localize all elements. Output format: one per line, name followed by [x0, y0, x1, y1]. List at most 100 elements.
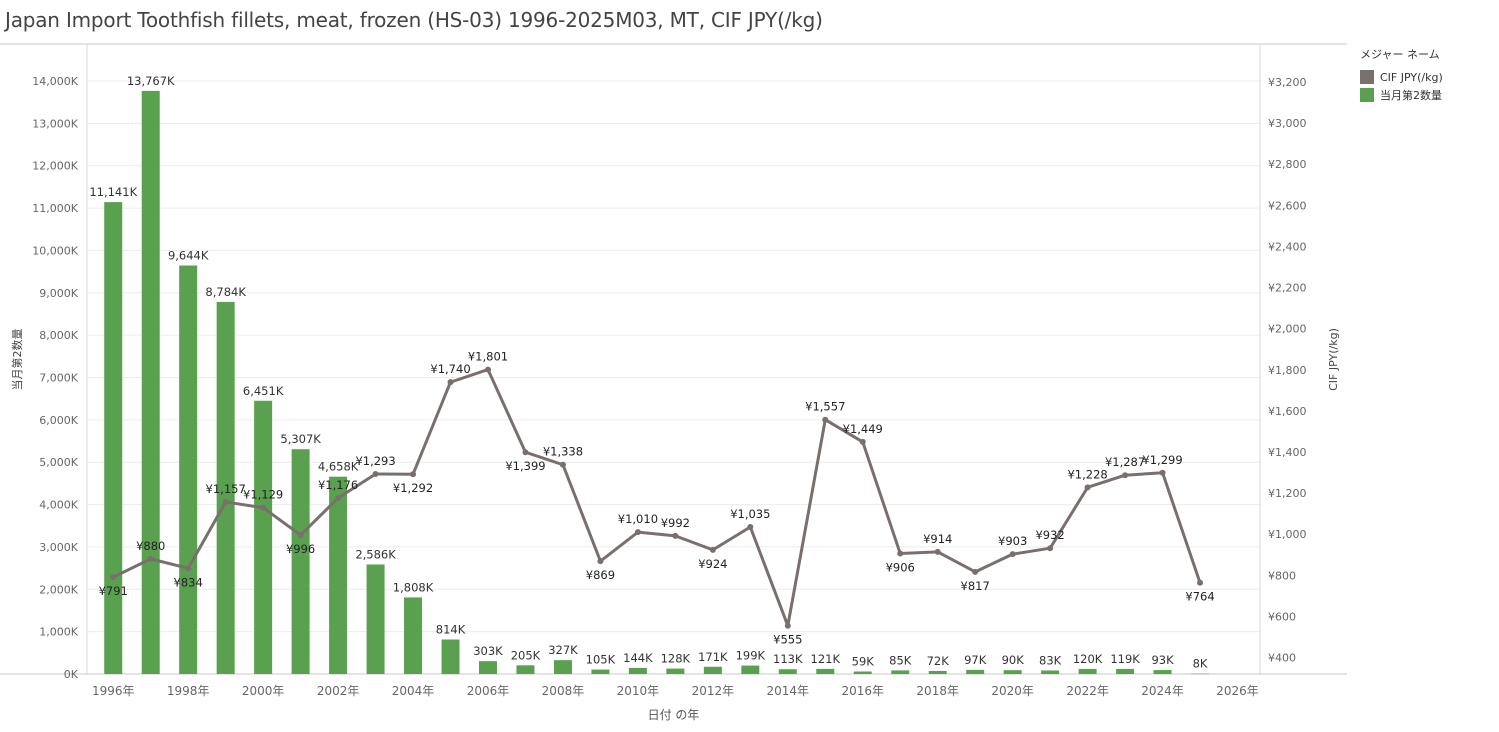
bar-value-label: 90K	[1002, 653, 1025, 667]
bar-value-label: 171K	[698, 650, 728, 664]
price-value-label: ¥996	[286, 542, 315, 556]
price-value-label: ¥914	[923, 532, 952, 546]
price-value-label: ¥869	[586, 568, 615, 582]
x-tick-label: 2018年	[916, 684, 959, 698]
bar-value-label: 83K	[1039, 653, 1062, 667]
x-tick-label: 2026年	[1216, 684, 1259, 698]
y-right-tick-label: ¥2,200	[1268, 282, 1307, 295]
bar	[516, 665, 535, 674]
price-point	[597, 558, 604, 565]
x-axis-title: 日付 の年	[648, 708, 700, 722]
y-left-axis-title: 当月第2数量	[10, 329, 24, 391]
price-value-label: ¥903	[998, 534, 1027, 548]
price-point	[1047, 545, 1054, 552]
price-point	[672, 532, 679, 539]
price-point	[522, 449, 529, 456]
price-value-label: ¥1,176	[318, 478, 358, 492]
bar	[179, 265, 198, 674]
bar-value-label: 120K	[1073, 652, 1103, 666]
bar	[591, 669, 610, 674]
y-left-tick-label: 10,000K	[32, 244, 78, 257]
bar-value-label: 13,767K	[127, 74, 175, 88]
price-point	[410, 471, 417, 478]
gridlines	[87, 80, 1260, 633]
price-value-label: ¥1,010	[618, 512, 658, 526]
price-point	[1197, 579, 1204, 586]
price-value-label: ¥1,449	[843, 422, 883, 436]
price-point	[110, 574, 117, 581]
bar	[216, 301, 235, 674]
price-point	[859, 438, 866, 445]
price-point	[897, 550, 904, 557]
y-right-tick-label: ¥400	[1268, 652, 1296, 665]
y-right-tick-label: ¥1,200	[1268, 487, 1307, 500]
bar-value-label: 105K	[586, 653, 616, 667]
bar-value-label: 199K	[736, 649, 766, 663]
y-right-tick-label: ¥1,000	[1268, 528, 1307, 541]
legend-swatch-quantity	[1360, 88, 1374, 102]
price-value-label: ¥834	[174, 575, 203, 589]
y-left-tick-label: 0K	[64, 668, 79, 681]
bar	[928, 670, 947, 674]
bar	[478, 661, 497, 674]
price-point	[709, 546, 716, 553]
price-point	[747, 524, 754, 531]
x-tick-label: 1996年	[92, 684, 135, 698]
x-tick-label: 2014年	[767, 684, 810, 698]
bar	[1191, 673, 1210, 675]
bar	[628, 667, 647, 674]
price-value-label: ¥906	[886, 561, 915, 575]
legend-item-quantity[interactable]: 当月第2数量	[1360, 86, 1443, 104]
chart-title: Japan Import Toothfish fillets, meat, fr…	[5, 8, 823, 32]
x-tick-label: 2010年	[617, 684, 660, 698]
x-tick-label: 2024年	[1141, 684, 1184, 698]
price-value-label: ¥1,287	[1105, 455, 1145, 469]
legend-item-cif-price[interactable]: CIF JPY(/kg)	[1360, 68, 1443, 86]
x-tick-label: 2012年	[692, 684, 735, 698]
bar	[778, 669, 797, 674]
bar	[141, 90, 160, 674]
y-right-tick-label: ¥600	[1268, 610, 1296, 623]
price-value-label: ¥924	[698, 557, 727, 571]
y-left-tick-label: 6,000K	[39, 414, 78, 427]
bar	[1078, 668, 1097, 674]
price-point	[372, 470, 379, 477]
bar	[366, 564, 385, 674]
bar	[966, 669, 985, 674]
price-point	[484, 366, 491, 373]
line-series	[110, 366, 1204, 629]
y-left-tick-label: 4,000K	[39, 499, 78, 512]
y-left-tick-label: 8,000K	[39, 329, 78, 342]
y-right-tick-label: ¥3,200	[1268, 76, 1307, 89]
y-right-tick-label: ¥1,400	[1268, 446, 1307, 459]
x-tick-label: 2008年	[542, 684, 585, 698]
x-tick-label: 2020年	[991, 684, 1034, 698]
price-value-label: ¥1,399	[505, 459, 545, 473]
y-left-tick-label: 11,000K	[32, 202, 78, 215]
price-value-label: ¥992	[661, 516, 690, 530]
y-right-tick-label: ¥3,000	[1268, 117, 1307, 130]
price-value-label: ¥1,228	[1067, 467, 1107, 481]
bar	[741, 665, 760, 674]
bar	[1153, 670, 1172, 674]
bar-value-label: 8,784K	[205, 285, 246, 299]
legend-swatch-cif-price	[1360, 70, 1374, 84]
price-value-label: ¥1,292	[393, 481, 433, 495]
bar-value-label: 113K	[773, 652, 803, 666]
price-point	[1159, 469, 1166, 476]
bar-value-label: 85K	[889, 653, 912, 667]
price-value-label: ¥817	[961, 579, 990, 593]
y-right-axis-title: CIF JPY(/kg)	[1327, 328, 1340, 391]
price-point	[1084, 484, 1091, 491]
x-tick-label: 1998年	[167, 684, 210, 698]
x-tick-label: 2022年	[1066, 684, 1109, 698]
bar-value-label: 1,808K	[393, 580, 434, 594]
price-point	[297, 532, 304, 539]
bar	[553, 660, 572, 674]
bar	[291, 449, 310, 674]
bar-value-label: 327K	[548, 643, 578, 657]
y-left-tick-label: 13,000K	[32, 117, 78, 130]
bar	[891, 670, 910, 674]
bar-value-label: 2,586K	[355, 547, 396, 561]
price-point	[822, 416, 829, 423]
